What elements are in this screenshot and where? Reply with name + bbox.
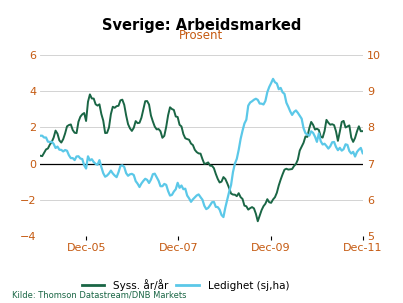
Title: Sverige: Arbeidsmarked: Sverige: Arbeidsmarked (102, 18, 301, 32)
Text: Kilde: Thomson Datastream/DNB Markets: Kilde: Thomson Datastream/DNB Markets (12, 291, 187, 300)
Text: Prosent: Prosent (179, 29, 224, 42)
Legend: Syss. år/år, Ledighet (sj,ha): Syss. år/år, Ledighet (sj,ha) (77, 275, 293, 295)
